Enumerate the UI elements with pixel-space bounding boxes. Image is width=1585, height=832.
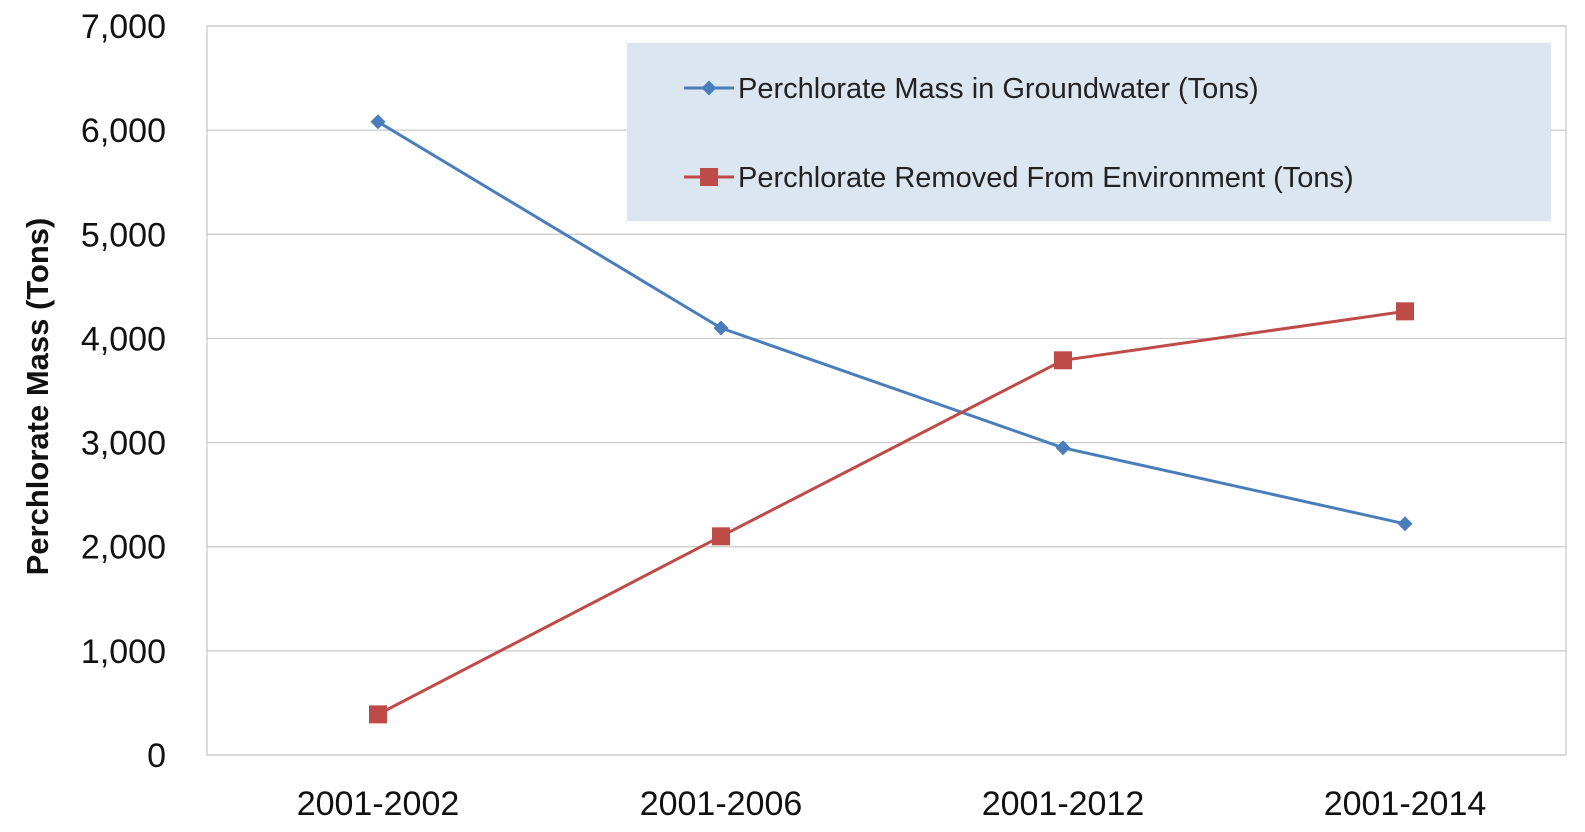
series-removed-mass bbox=[369, 302, 1414, 724]
data-point bbox=[713, 320, 729, 336]
series-line bbox=[377, 309, 1406, 716]
y-tick-label: 3,000 bbox=[81, 425, 166, 463]
legend: Perchlorate Mass in Groundwater (Tons) Pe… bbox=[627, 43, 1551, 221]
y-tick-label: 5,000 bbox=[81, 216, 166, 254]
legend-label: Perchlorate Mass in Groundwater (Tons) bbox=[738, 73, 1259, 105]
y-tick-label: 6,000 bbox=[81, 112, 166, 150]
y-tick-label: 7,000 bbox=[81, 8, 166, 46]
data-point bbox=[370, 114, 386, 130]
legend-label: Perchlorate Removed From Environment (To… bbox=[738, 162, 1354, 194]
data-point bbox=[369, 705, 387, 724]
data-point bbox=[1054, 351, 1072, 370]
x-tick-label: 2001-2002 bbox=[297, 785, 460, 823]
legend-marker bbox=[700, 168, 718, 186]
legend-item: Perchlorate Mass in Groundwater (Tons) bbox=[684, 73, 1259, 105]
x-axis-tick-labels: 2001-2002 2001-2006 2001-2012 2001-2014 bbox=[297, 785, 1487, 823]
y-tick-label: 0 bbox=[147, 737, 166, 775]
x-tick-label: 2001-2014 bbox=[1324, 785, 1487, 823]
data-point bbox=[1397, 516, 1413, 532]
plot-area-border bbox=[206, 25, 1567, 756]
legend-item: Perchlorate Removed From Environment (To… bbox=[684, 162, 1354, 194]
legend-marker bbox=[701, 80, 717, 96]
data-point bbox=[1396, 302, 1414, 321]
series-layer bbox=[369, 114, 1414, 724]
x-tick-label: 2001-2012 bbox=[982, 785, 1145, 823]
y-axis-title: Perchlorate Mass (Tons) bbox=[20, 218, 55, 576]
y-axis-tick-labels: 0 1,000 2,000 3,000 4,000 5,000 6,000 7,000 bbox=[81, 8, 166, 775]
data-point bbox=[712, 527, 730, 546]
y-tick-label: 1,000 bbox=[81, 633, 166, 671]
y-tick-label: 4,000 bbox=[81, 320, 166, 358]
series-line bbox=[377, 120, 1406, 526]
legend-box bbox=[627, 43, 1551, 221]
gridlines bbox=[207, 25, 1566, 756]
x-tick-label: 2001-2006 bbox=[640, 785, 803, 823]
series-groundwater-mass bbox=[370, 114, 1413, 532]
y-tick-label: 2,000 bbox=[81, 529, 166, 567]
data-point bbox=[1055, 440, 1071, 456]
